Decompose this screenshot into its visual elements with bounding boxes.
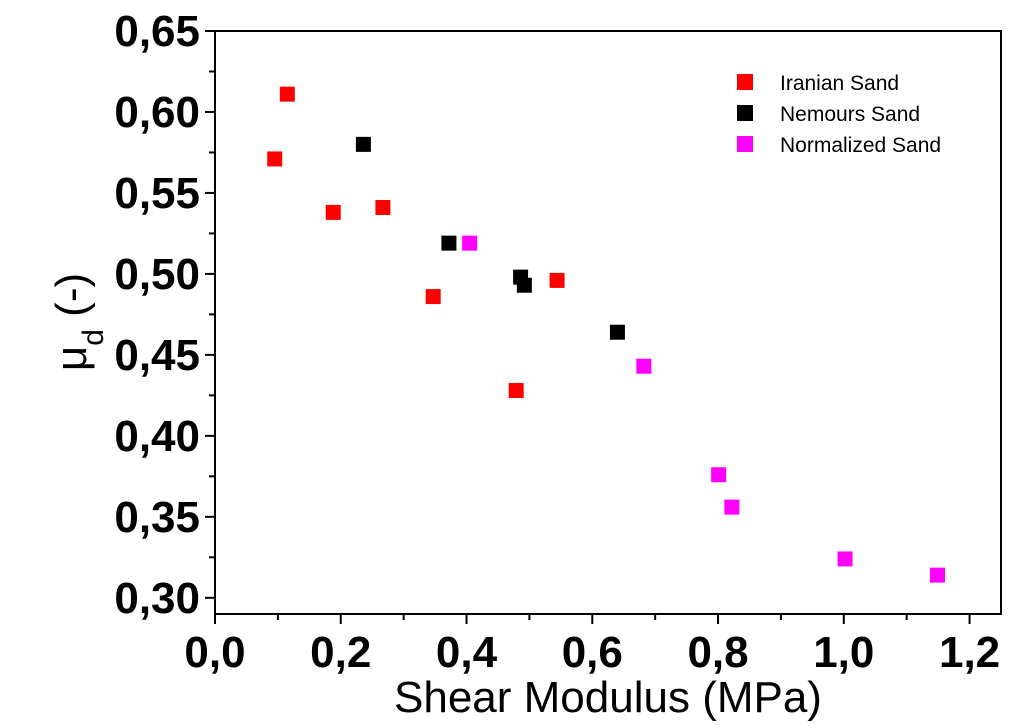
data-point bbox=[267, 151, 283, 167]
data-point bbox=[724, 499, 740, 515]
data-point bbox=[636, 358, 652, 374]
legend-marker bbox=[737, 74, 753, 90]
plot-frame bbox=[214, 30, 1002, 615]
data-point bbox=[929, 567, 945, 583]
y-tick-label: 0,65 bbox=[114, 7, 200, 56]
legend-marker bbox=[737, 136, 753, 152]
y-axis: 0,30 0,35 0,40 0,45 0,50 0,55 0,60 0,65 bbox=[114, 7, 215, 623]
data-point bbox=[516, 277, 532, 293]
x-tick-label: 0,2 bbox=[310, 628, 371, 677]
data-point bbox=[711, 467, 727, 483]
y-tick-label: 0,50 bbox=[114, 250, 200, 299]
data-point bbox=[508, 383, 524, 399]
y-axis-label-subscript: d bbox=[77, 329, 110, 346]
y-tick-label: 0,40 bbox=[114, 412, 200, 461]
plot-area bbox=[214, 30, 1002, 615]
legend-label: Normalized Sand bbox=[780, 134, 941, 157]
x-tick-label: 0,8 bbox=[687, 628, 748, 677]
data-point bbox=[462, 235, 478, 251]
y-tick-label: 0,35 bbox=[114, 493, 200, 542]
y-tick-label: 0,30 bbox=[114, 574, 200, 623]
data-point bbox=[837, 551, 853, 567]
data-point bbox=[375, 200, 391, 216]
x-tick-label: 1,0 bbox=[813, 628, 874, 677]
data-point bbox=[609, 324, 625, 340]
x-tick-label: 0,6 bbox=[562, 628, 623, 677]
x-axis-label: Shear Modulus (MPa) bbox=[394, 673, 822, 722]
data-points bbox=[267, 86, 945, 583]
data-point bbox=[279, 86, 295, 102]
x-tick-label: 1,2 bbox=[939, 628, 1000, 677]
y-axis-label: μd (-) bbox=[47, 273, 110, 371]
data-point bbox=[425, 289, 441, 305]
data-point bbox=[549, 272, 565, 288]
legend-marker bbox=[737, 105, 753, 121]
legend-label: Iranian Sand bbox=[780, 72, 899, 95]
legend-label: Nemours Sand bbox=[780, 103, 920, 126]
x-axis: 0,0 0,2 0,4 0,6 0,8 1,0 1,2 bbox=[184, 614, 1000, 677]
y-tick-label: 0,60 bbox=[114, 88, 200, 137]
y-axis-label-unit: (-) bbox=[47, 273, 96, 329]
data-point bbox=[441, 235, 457, 251]
y-tick-label: 0,45 bbox=[114, 331, 200, 380]
y-axis-label-symbol: μ bbox=[47, 346, 96, 371]
data-point bbox=[355, 136, 371, 152]
data-point bbox=[325, 204, 341, 220]
x-tick-label: 0,0 bbox=[184, 628, 245, 677]
y-tick-label: 0,55 bbox=[114, 169, 200, 218]
legend: Iranian Sand Nemours Sand Normalized Sand bbox=[737, 72, 941, 157]
x-tick-label: 0,4 bbox=[436, 628, 498, 677]
